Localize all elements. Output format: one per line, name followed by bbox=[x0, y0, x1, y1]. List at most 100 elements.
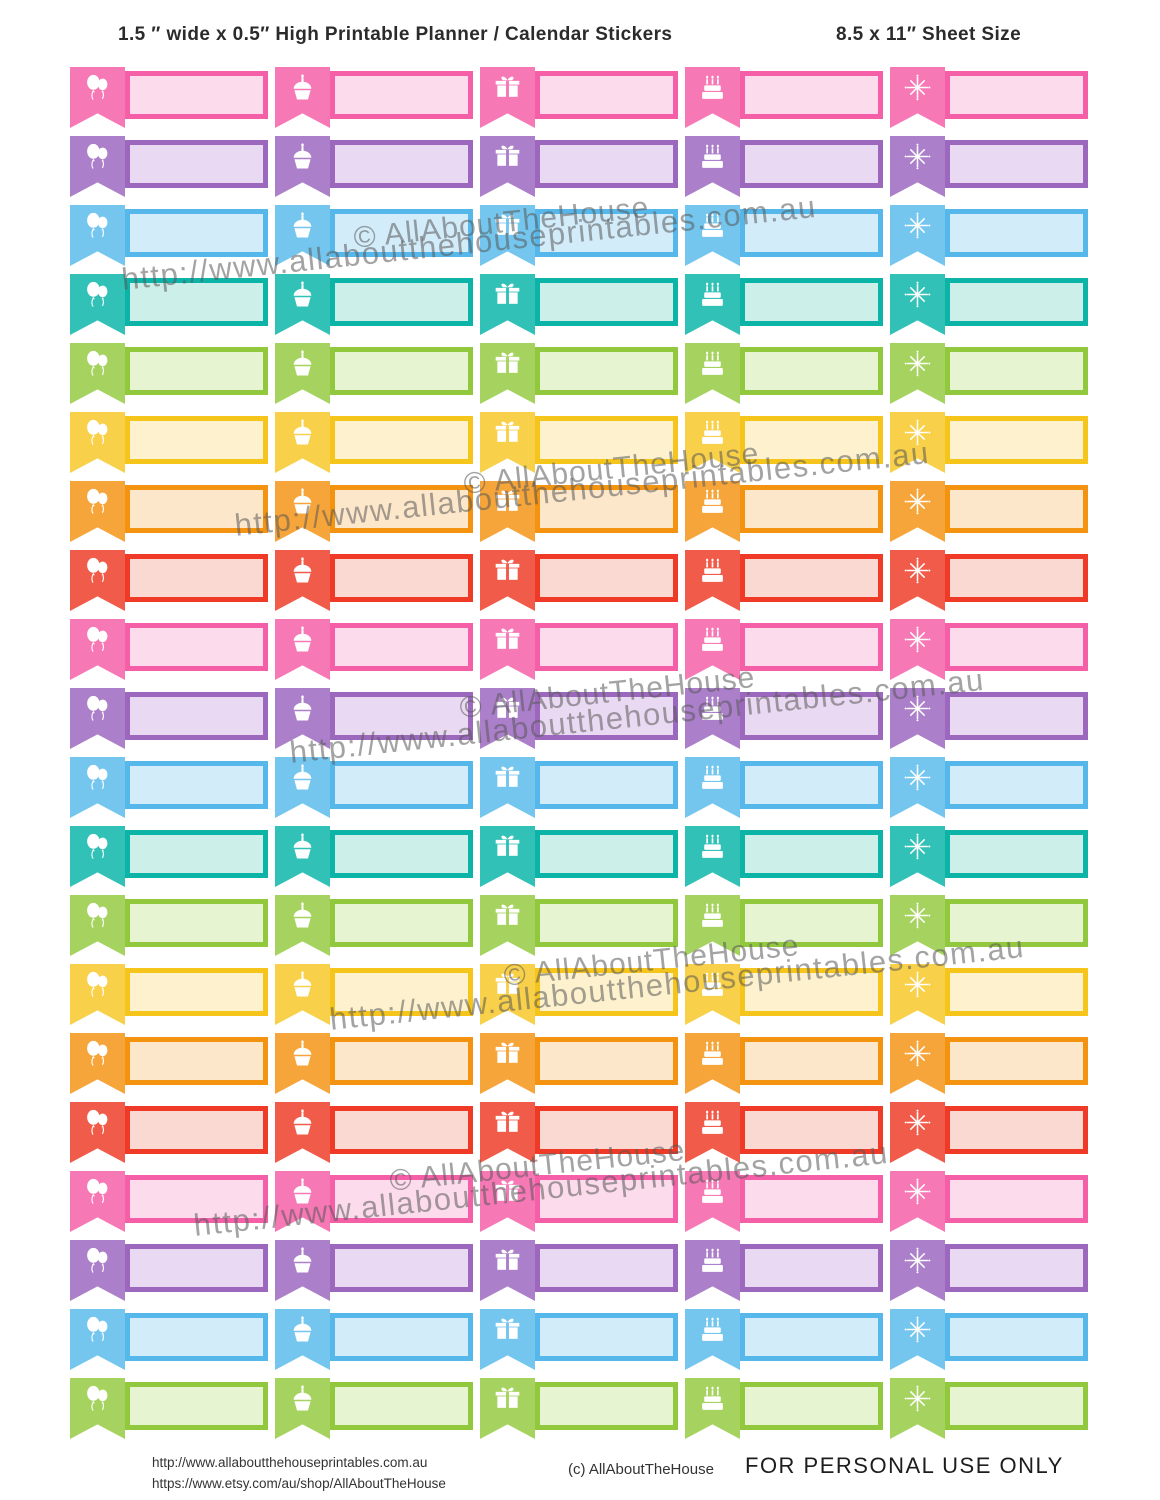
gift-icon bbox=[493, 487, 522, 542]
label-box bbox=[330, 1313, 473, 1361]
sticker-purple-cupcake bbox=[275, 1240, 473, 1301]
sticker-green-cake bbox=[685, 895, 883, 956]
sticker-teal-cake bbox=[685, 274, 883, 335]
gift-icon bbox=[493, 625, 522, 680]
flag-tab bbox=[890, 136, 945, 197]
balloons-icon bbox=[83, 349, 112, 404]
flag-tab bbox=[480, 412, 535, 473]
footer-site-url: http://www.allaboutthehouseprintables.co… bbox=[152, 1455, 428, 1470]
sticker-blue-balloons bbox=[70, 757, 268, 818]
sticker-green-cake bbox=[685, 1378, 883, 1439]
label-box bbox=[330, 830, 473, 878]
cupcake-icon bbox=[288, 763, 317, 818]
balloons-icon bbox=[83, 556, 112, 611]
flag-tab bbox=[70, 619, 125, 680]
flag-tab bbox=[480, 826, 535, 887]
flag-tab bbox=[480, 67, 535, 128]
sticker-blue-fireworks bbox=[890, 757, 1088, 818]
label-box bbox=[535, 692, 678, 740]
flag-tab bbox=[480, 619, 535, 680]
label-box bbox=[125, 1106, 268, 1154]
fireworks-icon bbox=[903, 763, 932, 818]
gift-icon bbox=[493, 556, 522, 611]
sticker-blue-cake bbox=[685, 205, 883, 266]
sticker-red-gift bbox=[480, 1102, 678, 1163]
cupcake-icon bbox=[288, 1177, 317, 1232]
flag-tab bbox=[480, 343, 535, 404]
flag-tab bbox=[480, 274, 535, 335]
label-box bbox=[330, 554, 473, 602]
sticker-teal-balloons bbox=[70, 826, 268, 887]
flag-tab bbox=[70, 1240, 125, 1301]
label-box bbox=[535, 1106, 678, 1154]
label-box bbox=[330, 899, 473, 947]
cake-icon bbox=[698, 349, 727, 404]
gift-icon bbox=[493, 1039, 522, 1094]
footer-etsy-url: https://www.etsy.com/au/shop/AllAboutThe… bbox=[152, 1475, 446, 1491]
fireworks-icon bbox=[903, 694, 932, 749]
footer-credit: (c) AllAboutTheHouse bbox=[568, 1461, 714, 1478]
sticker-red-cupcake bbox=[275, 1102, 473, 1163]
balloons-icon bbox=[83, 901, 112, 956]
sticker-row-orange bbox=[70, 1033, 1088, 1094]
label-box bbox=[330, 692, 473, 740]
label-box bbox=[125, 347, 268, 395]
sticker-red-fireworks bbox=[890, 550, 1088, 611]
label-box bbox=[125, 968, 268, 1016]
sticker-pink-cake bbox=[685, 1171, 883, 1232]
flag-tab bbox=[275, 274, 330, 335]
flag-tab bbox=[890, 205, 945, 266]
fireworks-icon bbox=[903, 556, 932, 611]
balloons-icon bbox=[83, 763, 112, 818]
label-box bbox=[740, 347, 883, 395]
label-box bbox=[740, 1244, 883, 1292]
cupcake-icon bbox=[288, 211, 317, 266]
flag-tab bbox=[480, 550, 535, 611]
label-box bbox=[535, 1175, 678, 1223]
flag-tab bbox=[480, 1309, 535, 1370]
label-box bbox=[945, 623, 1088, 671]
label-box bbox=[740, 623, 883, 671]
sticker-teal-fireworks bbox=[890, 826, 1088, 887]
flag-tab bbox=[890, 1378, 945, 1439]
sticker-row-yellow bbox=[70, 412, 1088, 473]
sticker-teal-fireworks bbox=[890, 274, 1088, 335]
label-box bbox=[125, 1382, 268, 1430]
cake-icon bbox=[698, 487, 727, 542]
label-box bbox=[125, 554, 268, 602]
flag-tab bbox=[70, 895, 125, 956]
sticker-red-cake bbox=[685, 550, 883, 611]
cake-icon bbox=[698, 1177, 727, 1232]
label-box bbox=[740, 692, 883, 740]
sticker-pink-balloons bbox=[70, 619, 268, 680]
label-box bbox=[740, 554, 883, 602]
label-box bbox=[740, 1313, 883, 1361]
flag-tab bbox=[275, 67, 330, 128]
gift-icon bbox=[493, 1246, 522, 1301]
label-box bbox=[125, 692, 268, 740]
sticker-purple-cake bbox=[685, 136, 883, 197]
sticker-yellow-cupcake bbox=[275, 964, 473, 1025]
flag-tab bbox=[890, 1102, 945, 1163]
sticker-orange-gift bbox=[480, 1033, 678, 1094]
label-box bbox=[740, 209, 883, 257]
sticker-red-fireworks bbox=[890, 1102, 1088, 1163]
flag-tab bbox=[890, 550, 945, 611]
sticker-pink-gift bbox=[480, 67, 678, 128]
sticker-pink-cake bbox=[685, 619, 883, 680]
label-box bbox=[535, 899, 678, 947]
label-box bbox=[535, 278, 678, 326]
sticker-row-blue bbox=[70, 757, 1088, 818]
fireworks-icon bbox=[903, 1246, 932, 1301]
label-box bbox=[740, 830, 883, 878]
flag-tab bbox=[70, 205, 125, 266]
label-box bbox=[740, 416, 883, 464]
label-box bbox=[330, 968, 473, 1016]
label-box bbox=[945, 1382, 1088, 1430]
flag-tab bbox=[480, 895, 535, 956]
gift-icon bbox=[493, 832, 522, 887]
sticker-yellow-cake bbox=[685, 412, 883, 473]
flag-tab bbox=[70, 1171, 125, 1232]
sticker-pink-cupcake bbox=[275, 67, 473, 128]
flag-tab bbox=[685, 826, 740, 887]
